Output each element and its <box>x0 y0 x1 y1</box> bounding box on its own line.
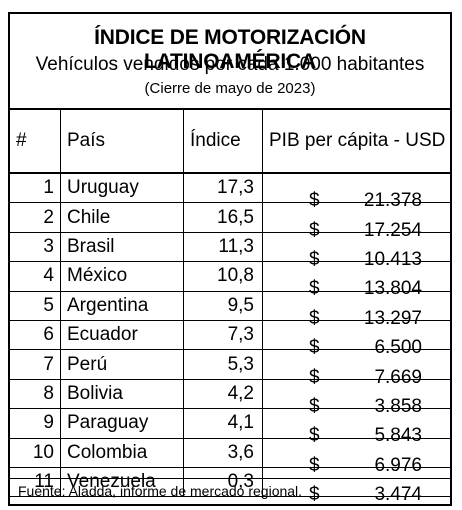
index-cell: 16,5 <box>183 202 263 233</box>
table-note: (Cierre de mayo de 2023) <box>144 80 316 97</box>
index-cell: 5,3 <box>183 349 263 380</box>
gdp-cell: $6.500 <box>262 319 450 358</box>
country-cell: Argentina <box>60 290 184 321</box>
rank-cell: 5 <box>10 290 61 321</box>
country-cell: Paraguay <box>60 408 184 439</box>
country-cell: Bolivia <box>60 378 184 410</box>
table-row: 2 Chile 16,5 $17.254 <box>10 202 450 241</box>
country-cell: Ecuador <box>60 319 184 351</box>
table-row: 1 Uruguay 17,3 $21.378 <box>10 173 450 211</box>
index-cell: 3,6 <box>183 437 263 468</box>
country-cell: México <box>60 261 184 292</box>
rank-cell: 10 <box>10 437 61 468</box>
currency-symbol: $ <box>309 248 320 270</box>
table-frame: ÍNDICE DE MOTORIZACIÓN LATINOAMÉRICA Veh… <box>8 12 452 506</box>
table-row: 7 Perú 5,3 $7.669 <box>10 349 450 388</box>
rank-cell: 4 <box>10 261 61 292</box>
rank-cell: 3 <box>10 231 61 263</box>
rank-cell: 7 <box>10 349 61 380</box>
country-cell: Brasil <box>60 231 184 263</box>
rank-cell: 9 <box>10 408 61 439</box>
currency-symbol: $ <box>309 454 320 476</box>
country-cell: Venezuela <box>60 466 184 498</box>
currency-symbol: $ <box>309 484 320 506</box>
currency-symbol: $ <box>309 190 320 212</box>
table-row: 4 México 10,8 $13.804 <box>10 261 450 299</box>
currency-symbol: $ <box>309 366 320 388</box>
column-header-gdp: PIB per cápita - USD <box>262 108 450 174</box>
source-footer: Fuente: Aladda, informe de mercado regio… <box>10 478 450 504</box>
gdp-cell: $5.843 <box>262 408 450 446</box>
column-header-country: País <box>60 108 184 174</box>
table-title: ÍNDICE DE MOTORIZACIÓN LATINOAMÉRICA <box>94 26 366 73</box>
gdp-cell: $21.378 <box>262 173 450 211</box>
table-row: 6 Ecuador 7,3 $6.500 <box>10 319 450 358</box>
rank-cell: 8 <box>10 378 61 410</box>
index-cell: 0,3 <box>183 466 263 498</box>
country-cell: Chile <box>60 202 184 233</box>
country-cell: Perú <box>60 349 184 380</box>
index-cell: 7,3 <box>183 319 263 351</box>
currency-symbol: $ <box>309 425 320 447</box>
column-header-row: # País Índice PIB per cápita - USD <box>10 108 450 174</box>
index-cell: 4,1 <box>183 408 263 439</box>
rank-cell: 6 <box>10 319 61 351</box>
currency-symbol: $ <box>309 219 320 241</box>
index-cell: 9,5 <box>183 290 263 321</box>
index-cell: 10,8 <box>183 261 263 292</box>
table-row: 9 Paraguay 4,1 $5.843 <box>10 408 450 446</box>
data-table: # País Índice PIB per cápita - USD 1 Urug… <box>10 108 450 505</box>
index-cell: 11,3 <box>183 231 263 263</box>
rank-cell: 1 <box>10 173 61 204</box>
table-header: ÍNDICE DE MOTORIZACIÓN LATINOAMÉRICA Veh… <box>10 14 450 108</box>
index-cell: 17,3 <box>183 173 263 204</box>
gdp-cell: $13.297 <box>262 290 450 329</box>
gdp-cell: $17.254 <box>262 202 450 241</box>
index-cell: 4,2 <box>183 378 263 410</box>
table-subtitle: Vehículos vendidos por cada 1.000 habita… <box>35 54 425 75</box>
country-cell: Uruguay <box>60 173 184 204</box>
gdp-value: 3.474 <box>374 484 422 506</box>
gdp-cell: $10.413 <box>262 231 450 270</box>
country-cell: Colombia <box>60 437 184 468</box>
gdp-cell: $3.474 <box>262 466 450 505</box>
rank-cell: 2 <box>10 202 61 233</box>
rank-cell: 11 <box>10 466 61 498</box>
table-row: 10 Colombia 3,6 $6.976 <box>10 437 450 476</box>
gdp-cell: $13.804 <box>262 261 450 299</box>
currency-symbol: $ <box>309 307 320 329</box>
table-row: 5 Argentina 9,5 $13.297 <box>10 290 450 329</box>
column-header-rank: # <box>10 108 61 174</box>
currency-symbol: $ <box>309 395 320 417</box>
currency-symbol: $ <box>309 278 320 300</box>
gdp-cell: $7.669 <box>262 349 450 388</box>
gdp-cell: $6.976 <box>262 437 450 476</box>
table-row: 3 Brasil 11,3 $10.413 <box>10 231 450 270</box>
gdp-cell: $3.858 <box>262 378 450 417</box>
currency-symbol: $ <box>309 337 320 359</box>
table-row: 8 Bolivia 4,2 $3.858 <box>10 378 450 417</box>
table-row: 11 Venezuela 0,3 $3.474 <box>10 466 450 505</box>
column-header-index: Índice <box>183 108 263 174</box>
